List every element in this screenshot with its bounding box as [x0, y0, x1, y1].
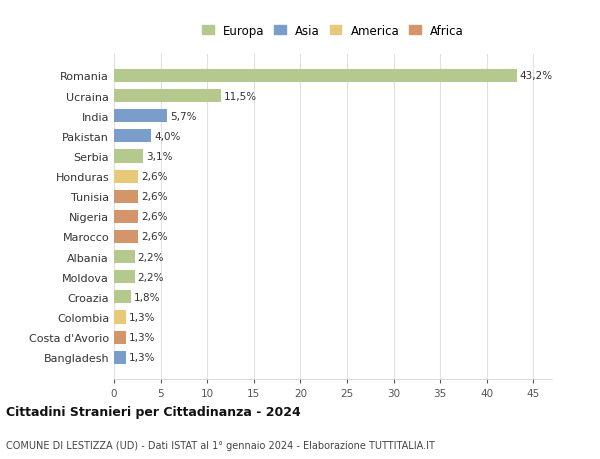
Text: 1,3%: 1,3% [129, 332, 155, 342]
Text: 2,6%: 2,6% [141, 212, 167, 222]
Bar [114, 70, 517, 83]
Bar [114, 150, 143, 163]
Bar [114, 90, 221, 103]
Text: 4,0%: 4,0% [154, 132, 181, 141]
Bar [114, 210, 138, 224]
Text: 1,3%: 1,3% [129, 353, 155, 363]
Text: 3,1%: 3,1% [146, 151, 172, 162]
Bar [114, 170, 138, 183]
Text: 2,6%: 2,6% [141, 232, 167, 242]
Bar [114, 110, 167, 123]
Bar [114, 190, 138, 203]
Bar [114, 291, 131, 304]
Bar [114, 311, 126, 324]
Bar [114, 271, 134, 284]
Bar [114, 130, 151, 143]
Bar [114, 230, 138, 243]
Legend: Europa, Asia, America, Africa: Europa, Asia, America, Africa [200, 22, 466, 40]
Text: 2,6%: 2,6% [141, 172, 167, 182]
Text: Cittadini Stranieri per Cittadinanza - 2024: Cittadini Stranieri per Cittadinanza - 2… [6, 405, 301, 418]
Text: 2,2%: 2,2% [137, 272, 164, 282]
Text: 1,8%: 1,8% [134, 292, 160, 302]
Bar [114, 331, 126, 344]
Text: 2,2%: 2,2% [137, 252, 164, 262]
Text: COMUNE DI LESTIZZA (UD) - Dati ISTAT al 1° gennaio 2024 - Elaborazione TUTTITALI: COMUNE DI LESTIZZA (UD) - Dati ISTAT al … [6, 440, 435, 450]
Bar [114, 351, 126, 364]
Text: 43,2%: 43,2% [520, 71, 553, 81]
Text: 5,7%: 5,7% [170, 112, 196, 122]
Text: 11,5%: 11,5% [224, 91, 257, 101]
Bar [114, 251, 134, 263]
Text: 2,6%: 2,6% [141, 192, 167, 202]
Text: 1,3%: 1,3% [129, 312, 155, 322]
